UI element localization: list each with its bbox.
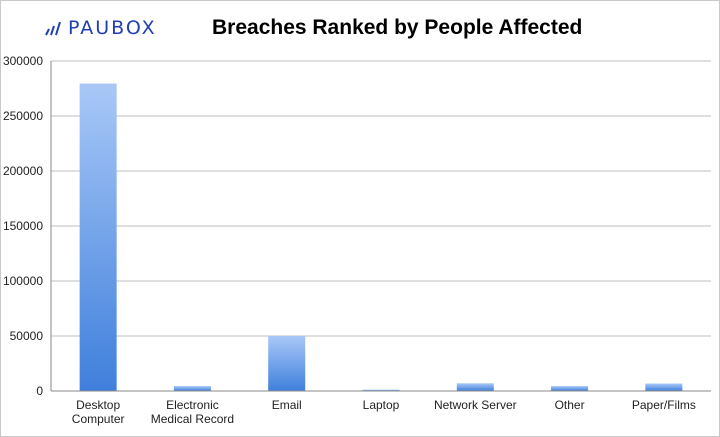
y-tick-label: 300000 [3, 54, 43, 68]
bar [456, 383, 494, 391]
y-tick-label: 100000 [3, 274, 43, 288]
logo: PAUBOX [44, 17, 157, 39]
bar [362, 389, 400, 391]
x-tick-label: Desktop [76, 398, 120, 412]
bar [79, 83, 117, 392]
y-tick-label: 50000 [10, 329, 44, 343]
bar [645, 383, 683, 391]
bar [268, 336, 306, 391]
y-tick-label: 150000 [3, 219, 43, 233]
x-tick-label: Computer [72, 412, 125, 426]
chart-title: Breaches Ranked by People Affected [212, 16, 583, 39]
y-tick-label: 0 [36, 384, 43, 398]
y-tick-label: 250000 [3, 109, 43, 123]
x-tick-label: Network Server [434, 398, 517, 412]
y-tick-label: 200000 [3, 164, 43, 178]
signal-bars-icon [45, 21, 61, 36]
x-tick-label: Laptop [363, 398, 400, 412]
x-tick-label: Paper/Films [632, 398, 696, 412]
bar [173, 386, 211, 391]
x-tick-label: Electronic [166, 398, 219, 412]
bar [551, 386, 589, 391]
x-tick-label: Medical Record [151, 412, 234, 426]
logo-text: PAUBOX [68, 17, 157, 39]
x-tick-label: Other [555, 398, 585, 412]
x-tick-label: Email [272, 398, 302, 412]
